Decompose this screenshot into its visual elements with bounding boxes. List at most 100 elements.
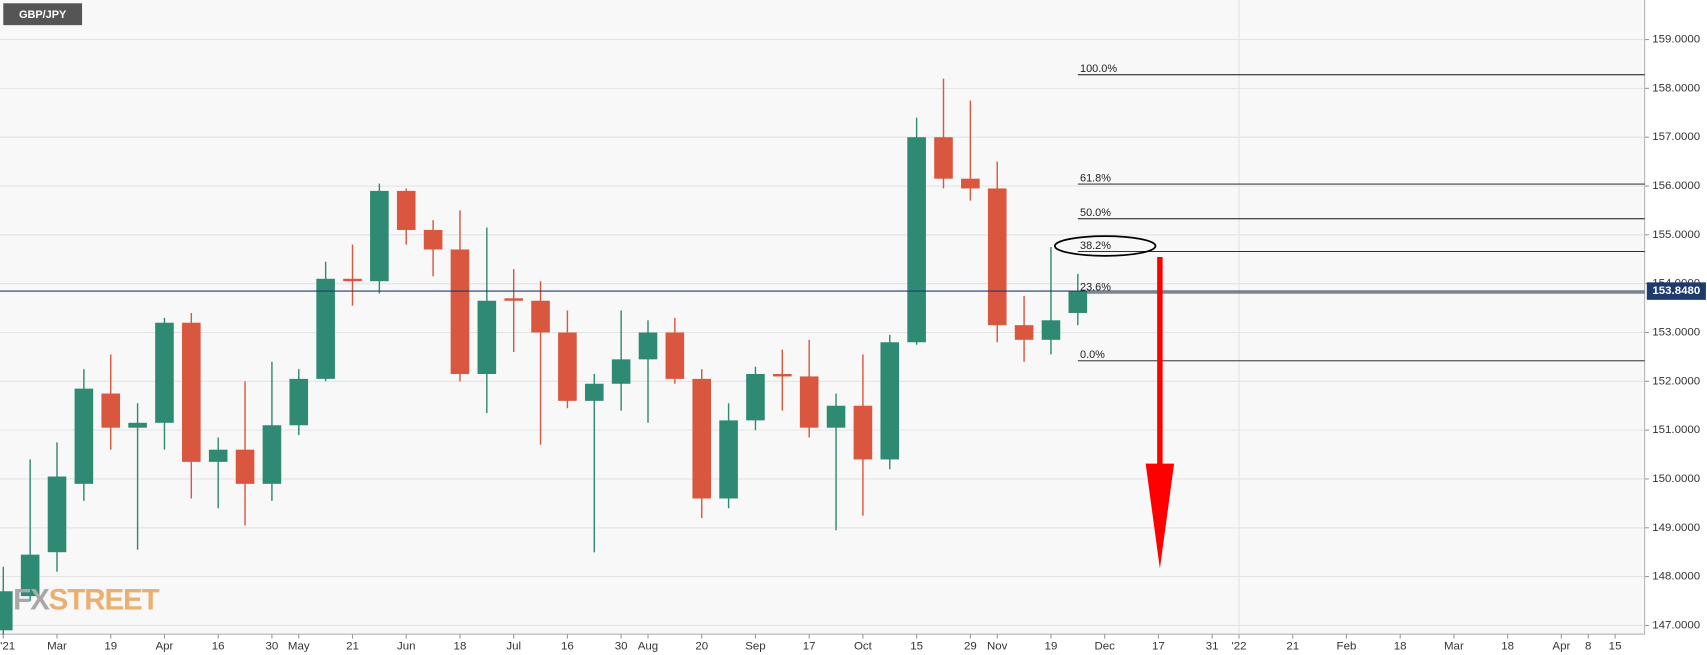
candle-body	[182, 322, 201, 462]
x-tick-label: 20	[695, 640, 708, 652]
y-tick-label: 156.0000	[1652, 180, 1700, 192]
x-tick-label: 31	[1206, 640, 1219, 652]
candle-body	[423, 229, 443, 250]
symbol-badge	[3, 3, 83, 26]
x-tick-label: Aug	[638, 640, 658, 652]
x-tick-label: 18	[454, 640, 467, 652]
candle-body	[961, 178, 980, 189]
candle-body	[558, 332, 577, 401]
candle-body	[746, 373, 765, 421]
watermark-street: STREET	[49, 583, 160, 616]
arrow-head	[1145, 463, 1175, 569]
candle-body	[343, 278, 362, 282]
x-tick-label: Jul	[506, 640, 521, 652]
x-tick-label: '21	[0, 640, 15, 652]
candle-body	[611, 359, 631, 384]
candle-body	[1014, 325, 1034, 340]
y-tick-label: 147.0000	[1652, 619, 1700, 631]
fib-label: 38.2%	[1080, 240, 1111, 252]
x-tick-label: Feb	[1337, 640, 1357, 652]
candle-body	[235, 449, 255, 484]
y-tick-label: 153.0000	[1652, 327, 1700, 339]
candle-body	[1041, 320, 1061, 340]
x-tick-label: 19	[1045, 640, 1058, 652]
candle-body	[396, 190, 416, 230]
candle-body	[692, 378, 712, 499]
x-tick-label: 17	[803, 640, 816, 652]
watermark-fx: FX	[13, 583, 50, 616]
x-tick-label: 18	[1394, 640, 1407, 652]
candle-body	[20, 554, 40, 597]
x-tick-label: Jun	[397, 640, 416, 652]
x-tick-label: 21	[346, 640, 359, 652]
chart-title: GBP/JPY	[19, 9, 67, 21]
y-tick-label: 151.0000	[1652, 424, 1700, 436]
x-tick-label: 15	[1609, 640, 1622, 652]
x-tick-label: 30	[615, 640, 628, 652]
y-tick-label: 150.0000	[1652, 473, 1700, 485]
x-tick-label: 30	[266, 640, 279, 652]
candle-body	[853, 405, 873, 460]
x-tick-label: Nov	[987, 640, 1008, 652]
candle-body	[208, 449, 228, 462]
plot-background	[0, 0, 1645, 634]
candle-body	[0, 591, 13, 631]
candle-body	[74, 388, 94, 484]
x-tick-label: Apr	[1552, 640, 1570, 652]
last-price-label: 153.8480	[1652, 285, 1700, 297]
x-tick-label: Mar	[1444, 640, 1464, 652]
x-tick-label: Sep	[745, 640, 765, 652]
candle-body	[316, 278, 335, 379]
candle-body	[289, 378, 309, 426]
candle-body	[638, 332, 658, 360]
candle-body	[47, 476, 67, 553]
candle-body	[665, 332, 685, 379]
x-tick-label: 29	[964, 640, 977, 652]
candle-body	[880, 342, 900, 460]
y-tick-label: 155.0000	[1652, 229, 1700, 241]
candle-body	[1068, 290, 1088, 313]
watermark: FXSTREET	[13, 583, 160, 616]
x-tick-label: 18	[1501, 640, 1514, 652]
candle-body	[987, 188, 1007, 326]
candle-body	[155, 322, 174, 423]
bearish-arrow	[1145, 256, 1175, 569]
candle-body	[826, 405, 846, 428]
fib-label: 23.6%	[1080, 281, 1111, 293]
candle-body	[719, 420, 738, 499]
y-tick-label: 152.0000	[1652, 375, 1700, 387]
fib-label: 61.8%	[1080, 172, 1111, 184]
fibonacci-levels: 100.0% 61.8% 50.0% 38.2% 23.6% 0.0%	[1053, 63, 1645, 362]
x-tick-label: 19	[104, 640, 117, 652]
fib-highlight	[1053, 235, 1157, 257]
x-tick-label: May	[288, 640, 310, 652]
x-tick-label: Dec	[1094, 640, 1115, 652]
x-tick-label: 15	[910, 640, 923, 652]
candle-body	[128, 422, 147, 428]
candle-body	[934, 137, 953, 179]
candle-body	[773, 373, 792, 377]
y-tick-label: 157.0000	[1652, 131, 1700, 143]
x-tick-label: Oct	[854, 640, 873, 652]
fib-label: 100.0%	[1080, 63, 1117, 75]
candle-body	[799, 376, 819, 428]
x-tick-label: Apr	[156, 640, 174, 652]
candle-body	[504, 298, 523, 301]
candle-body	[531, 300, 550, 333]
candle-body	[450, 249, 470, 374]
candle-body	[584, 383, 604, 401]
candle-body	[101, 393, 121, 428]
candle-body	[262, 425, 282, 484]
y-tick-label: 159.0000	[1652, 34, 1700, 46]
x-tick-label: 21	[1286, 640, 1299, 652]
x-tick-label: Mar	[47, 640, 67, 652]
x-tick-label: 16	[212, 640, 225, 652]
x-tick-label: 8	[1585, 640, 1591, 652]
y-tick-label: 149.0000	[1652, 522, 1700, 534]
last-price-badge	[1646, 282, 1706, 300]
candle-body	[477, 300, 497, 374]
y-tick-label: 148.0000	[1652, 571, 1700, 583]
x-tick-label: 17	[1152, 640, 1165, 652]
